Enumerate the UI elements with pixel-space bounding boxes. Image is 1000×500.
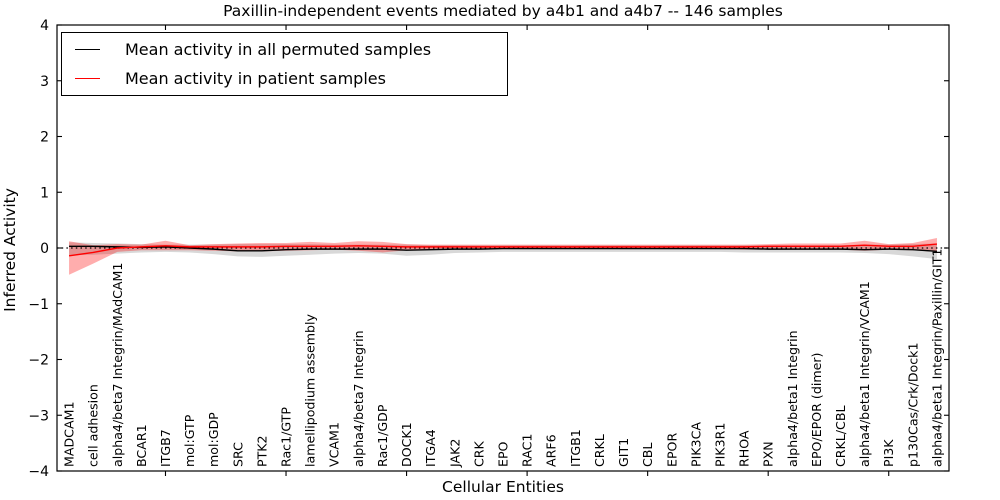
x-category-label: RHOA xyxy=(737,430,752,467)
legend: Mean activity in all permuted samples Me… xyxy=(61,32,508,96)
x-category-label: DOCK1 xyxy=(399,422,414,467)
x-category-label: ITGB1 xyxy=(568,429,583,467)
y-tick-label: 1 xyxy=(40,185,49,201)
x-category-label: BCAR1 xyxy=(134,424,149,467)
x-category-label: JAK2 xyxy=(447,439,462,468)
x-category-label: CRKL/CBL xyxy=(833,405,848,467)
x-category-label: p130Cas/Crk/Dock1 xyxy=(905,342,920,467)
x-category-label: ITGA4 xyxy=(423,429,438,467)
y-tick-label: 4 xyxy=(40,18,49,34)
x-category-label: EPO/EPOR (dimer) xyxy=(809,353,824,467)
x-category-label: CRK xyxy=(471,440,486,467)
y-tick-label: −1 xyxy=(28,297,49,313)
legend-item-patient: Mean activity in patient samples xyxy=(62,64,507,92)
y-tick-label: −3 xyxy=(28,408,49,424)
x-category-label: PXN xyxy=(761,441,776,467)
x-category-label: SRC xyxy=(230,442,245,467)
x-axis-title: Cellular Entities xyxy=(442,478,564,496)
x-category-label: cell adhesion xyxy=(86,384,101,467)
x-category-label: PTK2 xyxy=(254,435,269,467)
x-category-label: alpha4/beta1 Integrin/Paxillin/GIT1 xyxy=(929,249,944,467)
x-category-label: ITGB7 xyxy=(158,429,173,467)
x-category-label: PIK3CA xyxy=(688,422,703,467)
chart-title: Paxillin-independent events mediated by … xyxy=(223,2,783,20)
x-category-label: PIK3R1 xyxy=(712,423,727,467)
y-tick-label: −2 xyxy=(28,353,49,369)
legend-label-permuted: Mean activity in all permuted samples xyxy=(125,40,432,60)
x-category-label: EPO xyxy=(496,441,511,467)
x-category-label: MADCAM1 xyxy=(62,402,77,467)
y-tick-label: 0 xyxy=(40,241,49,257)
x-category-label: ARF6 xyxy=(544,434,559,467)
x-category-label: CRKL xyxy=(592,434,607,467)
y-tick-label: 2 xyxy=(40,130,49,146)
permuted-mean-line xyxy=(69,245,937,253)
x-category-label: alpha4/beta1 Integrin xyxy=(785,330,800,467)
permuted-line-sample-icon xyxy=(75,49,100,51)
y-axis-title: Inferred Activity xyxy=(1,188,19,312)
x-category-label: CBL xyxy=(640,443,655,467)
x-category-label: PI3K xyxy=(881,439,896,467)
x-category-label: Rac1/GTP xyxy=(279,407,294,467)
x-category-label: mol:GTP xyxy=(182,414,197,467)
x-category-label: alpha4/beta7 Integrin xyxy=(351,330,366,467)
x-category-label: Rac1/GDP xyxy=(375,404,390,467)
x-category-label: alpha4/beta1 Integrin/VCAM1 xyxy=(857,281,872,467)
x-category-label: alpha4/beta7 Integrin/MAdCAM1 xyxy=(110,263,125,467)
x-category-label: mol:GDP xyxy=(206,412,221,467)
legend-item-permuted: Mean activity in all permuted samples xyxy=(62,36,507,64)
patient-range-band xyxy=(69,237,937,275)
y-tick-label: 3 xyxy=(40,74,49,90)
y-tick-label: −4 xyxy=(28,464,49,480)
x-category-label: VCAM1 xyxy=(327,422,342,467)
x-category-label: EPOR xyxy=(664,433,679,467)
patient-line-sample-icon xyxy=(75,77,100,79)
x-category-label: lamellipodium assembly xyxy=(303,313,318,467)
x-category-label: RAC1 xyxy=(520,434,535,467)
legend-label-patient: Mean activity in patient samples xyxy=(125,68,386,88)
patient-mean-line xyxy=(68,243,938,257)
x-category-label: GIT1 xyxy=(616,438,631,467)
